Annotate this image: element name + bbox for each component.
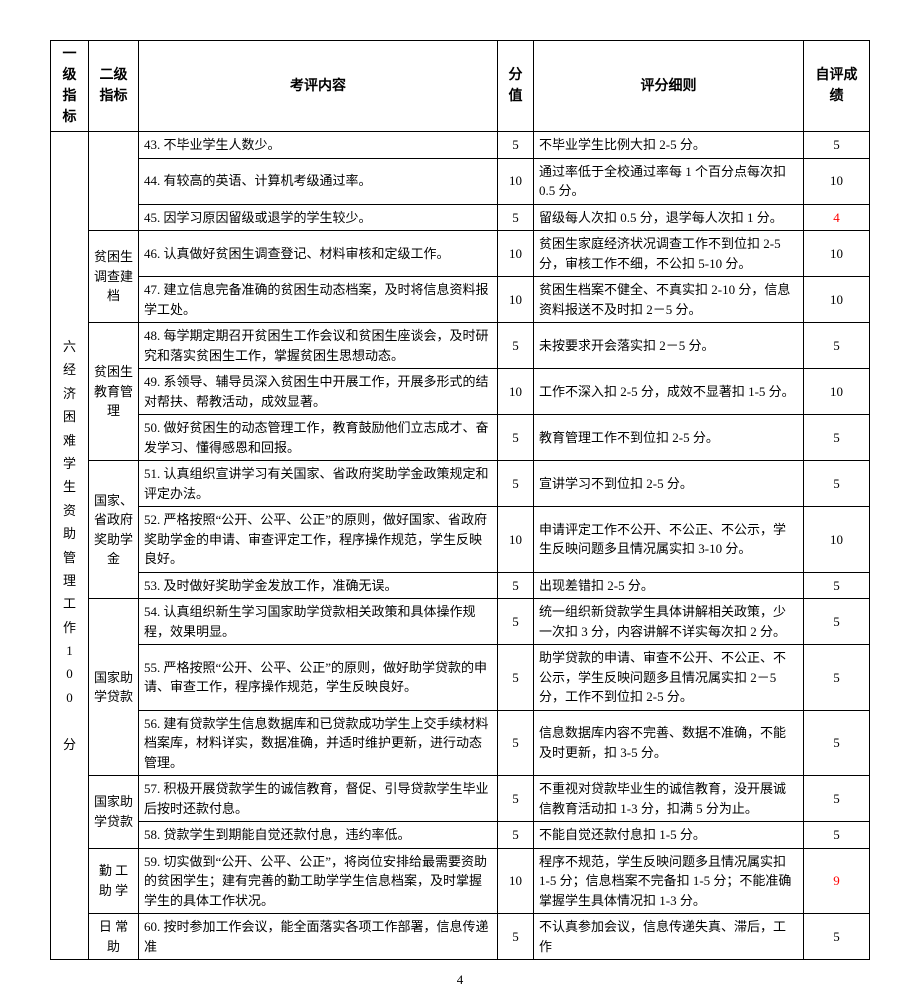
self-score-cell: 9 (804, 848, 870, 914)
page-number: 4 (50, 972, 870, 988)
level2-label: 国家助学贷款 (89, 776, 139, 849)
score-cell: 5 (498, 822, 534, 849)
self-score-cell: 5 (804, 415, 870, 461)
rule-cell: 不认真参加会议，信息传递失真、滞后，工作 (534, 914, 804, 960)
level1-label: 六经济困难学生资助管理工作100 分 (51, 132, 89, 960)
level2-label: 国家助学贷款 (89, 599, 139, 776)
rule-cell: 工作不深入扣 2-5 分，成效不显著扣 1-5 分。 (534, 369, 804, 415)
rule-cell: 通过率低于全校通过率每 1 个百分点每次扣 0.5 分。 (534, 158, 804, 204)
header-self: 自评成绩 (804, 41, 870, 132)
content-cell: 45. 因学习原因留级或退学的学生较少。 (139, 204, 498, 231)
rule-cell: 出现差错扣 2-5 分。 (534, 572, 804, 599)
score-cell: 10 (498, 369, 534, 415)
score-cell: 5 (498, 645, 534, 711)
level2-label: 日 常 助 (89, 914, 139, 960)
self-score-cell: 10 (804, 158, 870, 204)
content-cell: 53. 及时做好奖助学金发放工作，准确无误。 (139, 572, 498, 599)
header-content: 考评内容 (139, 41, 498, 132)
self-score-cell: 5 (804, 323, 870, 369)
self-score-cell: 5 (804, 572, 870, 599)
content-cell: 47. 建立信息完备准确的贫困生动态档案，及时将信息资料报学工处。 (139, 277, 498, 323)
level2-label: 贫困生调查建档 (89, 231, 139, 323)
score-cell: 10 (498, 507, 534, 573)
rule-cell: 信息数据库内容不完善、数据不准确，不能及时更新，扣 3-5 分。 (534, 710, 804, 776)
header-score: 分值 (498, 41, 534, 132)
score-cell: 5 (498, 204, 534, 231)
self-score-cell: 5 (804, 599, 870, 645)
content-cell: 56. 建有贷款学生信息数据库和已贷款成功学生上交手续材料档案库，材料详实，数据… (139, 710, 498, 776)
content-cell: 50. 做好贫困生的动态管理工作，教育鼓励他们立志成才、奋发学习、懂得感恩和回报… (139, 415, 498, 461)
content-cell: 55. 严格按照“公开、公平、公正”的原则，做好助学贷款的申请、审查工作，程序操… (139, 645, 498, 711)
rule-cell: 未按要求开会落实扣 2－5 分。 (534, 323, 804, 369)
score-cell: 5 (498, 132, 534, 159)
rule-cell: 不重视对贷款毕业生的诚信教育，没开展诚信教育活动扣 1-3 分，扣满 5 分为止… (534, 776, 804, 822)
rule-cell: 不能自觉还款付息扣 1-5 分。 (534, 822, 804, 849)
header-level1: 一级指标 (51, 41, 89, 132)
rule-cell: 贫困生档案不健全、不真实扣 2-10 分，信息资料报送不及时扣 2－5 分。 (534, 277, 804, 323)
rule-cell: 宣讲学习不到位扣 2-5 分。 (534, 461, 804, 507)
level2-label: 贫困生教育管理 (89, 323, 139, 461)
score-cell: 5 (498, 461, 534, 507)
self-score-cell: 5 (804, 132, 870, 159)
rule-cell: 助学贷款的申请、审查不公开、不公正、不公示，学生反映问题多且情况属实扣 2－5 … (534, 645, 804, 711)
content-cell: 49. 系领导、辅导员深入贫困生中开展工作，开展多形式的结对帮扶、帮教活动，成效… (139, 369, 498, 415)
rule-cell: 不毕业学生比例大扣 2-5 分。 (534, 132, 804, 159)
evaluation-table: 一级指标 二级指标 考评内容 分值 评分细则 自评成绩 六经济困难学生资助管理工… (50, 40, 870, 960)
self-score-cell: 10 (804, 507, 870, 573)
score-cell: 5 (498, 572, 534, 599)
self-score-cell: 5 (804, 914, 870, 960)
rule-cell: 程序不规范，学生反映问题多且情况属实扣 1-5 分；信息档案不完备扣 1-5 分… (534, 848, 804, 914)
score-cell: 10 (498, 158, 534, 204)
rule-cell: 教育管理工作不到位扣 2-5 分。 (534, 415, 804, 461)
score-cell: 5 (498, 323, 534, 369)
rule-cell: 贫困生家庭经济状况调查工作不到位扣 2-5 分，审核工作不细，不公扣 5-10 … (534, 231, 804, 277)
content-cell: 59. 切实做到“公开、公平、公正”，将岗位安排给最需要资助的贫困学生；建有完善… (139, 848, 498, 914)
header-rule: 评分细则 (534, 41, 804, 132)
self-score-cell: 10 (804, 369, 870, 415)
self-score-cell: 4 (804, 204, 870, 231)
score-cell: 10 (498, 277, 534, 323)
self-score-cell: 10 (804, 277, 870, 323)
self-score-cell: 10 (804, 231, 870, 277)
level2-label (89, 132, 139, 231)
level2-label: 勤 工 助 学 (89, 848, 139, 914)
self-score-cell: 5 (804, 822, 870, 849)
score-cell: 5 (498, 415, 534, 461)
header-level2: 二级指标 (89, 41, 139, 132)
content-cell: 48. 每学期定期召开贫困生工作会议和贫困生座谈会，及时研究和落实贫困生工作，掌… (139, 323, 498, 369)
content-cell: 57. 积极开展贷款学生的诚信教育，督促、引导贷款学生毕业后按时还款付息。 (139, 776, 498, 822)
score-cell: 10 (498, 231, 534, 277)
content-cell: 43. 不毕业学生人数少。 (139, 132, 498, 159)
content-cell: 46. 认真做好贫困生调查登记、材料审核和定级工作。 (139, 231, 498, 277)
score-cell: 10 (498, 848, 534, 914)
content-cell: 54. 认真组织新生学习国家助学贷款相关政策和具体操作规程，效果明显。 (139, 599, 498, 645)
rule-cell: 申请评定工作不公开、不公正、不公示，学生反映问题多且情况属实扣 3-10 分。 (534, 507, 804, 573)
self-score-cell: 5 (804, 461, 870, 507)
rule-cell: 统一组织新贷款学生具体讲解相关政策，少一次扣 3 分，内容讲解不详实每次扣 2 … (534, 599, 804, 645)
content-cell: 58. 贷款学生到期能自觉还款付息，违约率低。 (139, 822, 498, 849)
self-score-cell: 5 (804, 710, 870, 776)
content-cell: 51. 认真组织宣讲学习有关国家、省政府奖助学金政策规定和评定办法。 (139, 461, 498, 507)
content-cell: 44. 有较高的英语、计算机考级通过率。 (139, 158, 498, 204)
score-cell: 5 (498, 599, 534, 645)
rule-cell: 留级每人次扣 0.5 分，退学每人次扣 1 分。 (534, 204, 804, 231)
level2-label: 国家、省政府奖助学金 (89, 461, 139, 599)
content-cell: 52. 严格按照“公开、公平、公正”的原则，做好国家、省政府奖助学金的申请、审查… (139, 507, 498, 573)
content-cell: 60. 按时参加工作会议，能全面落实各项工作部署，信息传递准 (139, 914, 498, 960)
self-score-cell: 5 (804, 776, 870, 822)
score-cell: 5 (498, 914, 534, 960)
score-cell: 5 (498, 776, 534, 822)
score-cell: 5 (498, 710, 534, 776)
self-score-cell: 5 (804, 645, 870, 711)
